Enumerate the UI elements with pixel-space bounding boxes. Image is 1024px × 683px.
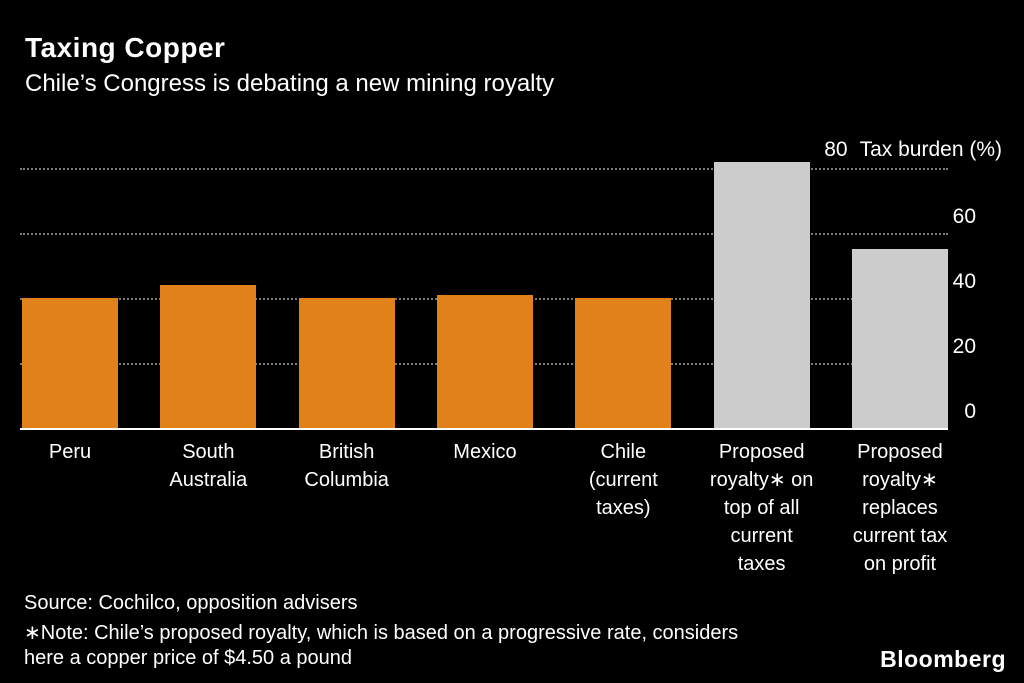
bar-british-columbia: [298, 298, 395, 428]
x-axis-label-line: Proposed: [857, 441, 943, 463]
x-axis-label-line: current: [730, 525, 793, 547]
x-axis-label: British Columbia: [267, 438, 427, 494]
x-axis-label-line: Columbia: [304, 469, 389, 491]
x-axis-label: Proposed royalty∗ on top of all current taxe…: [682, 438, 842, 578]
x-axis-label: South Australia: [128, 438, 288, 494]
bar-mexico: [436, 294, 533, 428]
x-axis-label-line: taxes): [596, 497, 651, 519]
x-axis-label-line: royalty∗ on: [709, 469, 814, 491]
x-axis-label-line: Proposed: [718, 441, 805, 463]
x-axis-label-line: South: [182, 441, 235, 463]
y-tick-label-60: 60: [952, 205, 976, 228]
x-axis-label-line: Chile: [600, 441, 647, 463]
x-axis-label-line: Peru: [48, 441, 92, 463]
y-tick-label-80: 80: [824, 138, 848, 161]
x-axis-label-line: top of all: [723, 497, 800, 519]
x-axis-label-line: current tax: [852, 525, 948, 547]
x-axis-label-line: royalty∗: [862, 469, 938, 491]
chart-title: Taxing Copper: [25, 32, 226, 63]
chart-subtitle: Chile’s Congress is debating a new minin…: [25, 70, 555, 97]
bar-south-australia: [160, 285, 257, 428]
bloomberg-logo: Bloomberg: [880, 646, 1006, 672]
y-tick-label-20: 20: [952, 335, 976, 358]
bar-proposed-royalty-replaces-current-tax-on-profit: [851, 249, 948, 428]
y-tick-label-0: 0: [964, 400, 976, 423]
x-axis-label: Proposed royalty∗ replaces current tax on pr…: [820, 438, 980, 578]
y-axis-top-row: 80 Tax burden (%): [824, 138, 1002, 162]
source-text: Source: Cochilco, opposition advisers: [24, 592, 358, 614]
x-axis-label: Mexico: [405, 438, 565, 466]
x-axis-label-line: British: [318, 441, 375, 463]
gridline-60: [20, 233, 948, 235]
x-axis-label-line: on profit: [863, 553, 937, 575]
bar-chile-current-taxes: [575, 298, 672, 428]
x-axis-label-line: Mexico: [453, 441, 517, 463]
x-axis-label: Chile (current taxes): [543, 438, 703, 522]
x-axis-label-line: Australia: [169, 469, 248, 491]
x-axis-label-line: taxes: [737, 553, 786, 575]
bar-proposed-royalty-on-top-of-all-current-taxes: [713, 161, 810, 428]
x-axis-label-line: replaces: [862, 497, 938, 519]
y-axis-title: Tax burden (%): [859, 138, 1002, 161]
x-axis-line: [20, 428, 948, 430]
note-text-line2: here a copper price of $4.50 a pound: [24, 647, 353, 669]
y-tick-label-40: 40: [952, 270, 976, 293]
x-axis-label: Peru: [0, 438, 150, 466]
gridline-80: [20, 168, 948, 170]
note-text-line1: ∗Note: Chile’s proposed royalty, which i…: [24, 622, 739, 644]
bar-peru: [22, 298, 118, 428]
x-axis-label-line: (current: [588, 469, 658, 491]
